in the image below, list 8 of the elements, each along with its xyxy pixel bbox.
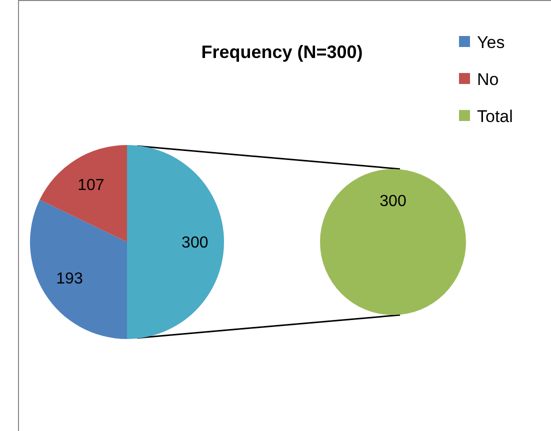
data-label: 300 [380,192,406,210]
legend-label: Yes [477,32,505,52]
data-label: 300 [182,234,208,252]
legend-label: No [477,70,499,89]
legend-label: Total [477,106,513,126]
data-label: 193 [56,270,83,288]
data-label: 107 [78,177,104,194]
chart-title: Frequency (N=300) [201,42,363,62]
